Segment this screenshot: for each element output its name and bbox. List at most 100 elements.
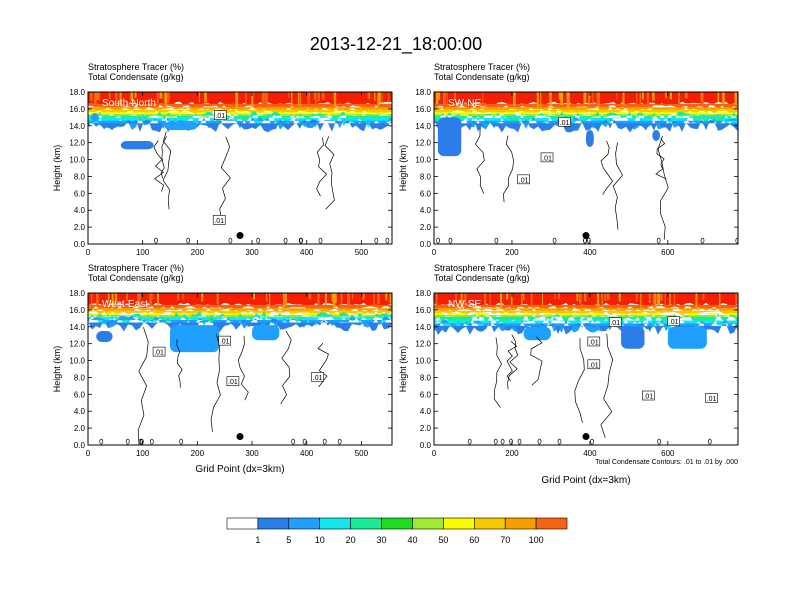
svg-text:.01: .01 xyxy=(669,319,679,326)
subtitle-tracer: Stratosphere Tracer (%) xyxy=(434,62,530,72)
svg-text:.01: .01 xyxy=(610,320,620,327)
y-tick-label: 8.0 xyxy=(420,373,432,382)
cloud-region xyxy=(120,140,154,150)
colorbar-swatch xyxy=(288,517,320,530)
y-tick-label: 8.0 xyxy=(420,172,432,181)
y-axis-label: Height (km) xyxy=(398,145,408,192)
y-axis-label: Height (km) xyxy=(52,145,62,192)
tracer-field: .01 .01 xyxy=(88,92,392,244)
x-tick-label: 400 xyxy=(583,248,597,257)
colorbar-label: 5 xyxy=(286,535,291,545)
tracer-field: .01 .01 .01 xyxy=(434,92,738,244)
cloud-region xyxy=(96,331,113,342)
x-axis-label: Grid Point (dx=3km) xyxy=(195,464,284,475)
y-tick-label: 6.0 xyxy=(420,390,432,399)
cloud-region xyxy=(586,130,594,147)
panel-direction-label: West-East xyxy=(102,299,148,310)
contour-note: Total Condensate Contours: .01 to .01 by… xyxy=(595,459,738,466)
y-tick-label: 4.0 xyxy=(420,407,432,416)
x-tick-label: 200 xyxy=(191,449,205,458)
colorbar-swatch xyxy=(226,517,259,530)
cloud-region xyxy=(437,117,462,157)
y-tick-label: 6.0 xyxy=(420,189,432,198)
colorbar-label: 1 xyxy=(255,535,260,545)
colorbar-label: 40 xyxy=(407,535,417,545)
y-tick-label: 2.0 xyxy=(420,223,432,232)
contour-label: .01 xyxy=(218,335,231,346)
y-tick-label: 12.0 xyxy=(415,139,431,148)
panel-sw-ne: Stratosphere Tracer (%)Total Condensate … xyxy=(398,62,739,257)
svg-text:.01: .01 xyxy=(313,375,323,382)
y-tick-label: 12.0 xyxy=(415,340,431,349)
contour-label: .01 xyxy=(705,393,718,403)
y-tick-label: 10.0 xyxy=(415,156,431,165)
svg-text:.01: .01 xyxy=(707,396,717,403)
cloud-region xyxy=(523,326,551,341)
y-tick-label: 12.0 xyxy=(69,340,85,349)
contour-label: .01 xyxy=(558,117,571,127)
y-tick-label: 14.0 xyxy=(415,122,431,131)
colorbar-label: 30 xyxy=(376,535,386,545)
y-tick-label: 10.0 xyxy=(69,156,85,165)
x-tick-label: 200 xyxy=(505,449,519,458)
panel-nw-se: Stratosphere Tracer (%)Total Condensate … xyxy=(398,263,739,486)
svg-text:.01: .01 xyxy=(560,120,570,127)
y-tick-label: 2.0 xyxy=(74,223,86,232)
y-tick-label: 16.0 xyxy=(69,306,85,315)
contour-label: .01 xyxy=(540,152,554,162)
svg-text:.01: .01 xyxy=(215,113,225,120)
panel-direction-label: South-North xyxy=(102,98,156,109)
colorbar-swatch xyxy=(473,517,506,530)
y-axis-label: Height (km) xyxy=(52,346,62,393)
location-marker xyxy=(582,232,590,240)
y-tick-label: 6.0 xyxy=(74,189,86,198)
x-axis-label: Grid Point (dx=3km) xyxy=(541,475,630,486)
x-tick-label: 300 xyxy=(245,248,259,257)
y-tick-label: 4.0 xyxy=(420,206,432,215)
y-tick-label: 6.0 xyxy=(74,390,86,399)
subtitle-tracer: Stratosphere Tracer (%) xyxy=(434,263,530,273)
y-tick-label: 14.0 xyxy=(69,323,85,332)
panels: Stratosphere Tracer (%)Total Condensate … xyxy=(52,62,739,486)
subtitle-tracer: Stratosphere Tracer (%) xyxy=(88,62,184,72)
x-tick-label: 200 xyxy=(191,248,205,257)
contour-label: .01 xyxy=(311,372,324,382)
subtitle-condensate: Total Condensate (g/kg) xyxy=(88,72,184,82)
subtitle-condensate: Total Condensate (g/kg) xyxy=(88,273,184,283)
colorbar-swatch xyxy=(412,517,444,530)
x-tick-label: 400 xyxy=(300,449,314,458)
svg-text:.01: .01 xyxy=(228,379,238,386)
x-tick-label: 600 xyxy=(661,449,675,458)
contour-label: .01 xyxy=(212,215,226,225)
colorbar-swatch xyxy=(257,517,290,530)
y-tick-label: 16.0 xyxy=(415,306,431,315)
condensate-contours xyxy=(99,327,342,445)
y-tick-label: 0.0 xyxy=(74,441,86,450)
cloud-region xyxy=(252,325,280,341)
panel-south-north: Stratosphere Tracer (%)Total Condensate … xyxy=(52,62,393,257)
y-tick-label: 18.0 xyxy=(415,88,431,97)
panel-west-east: Stratosphere Tracer (%)Total Condensate … xyxy=(52,263,393,475)
colorbar-swatch xyxy=(319,517,351,530)
subtitle-condensate: Total Condensate (g/kg) xyxy=(434,273,530,283)
colorbar-label: 20 xyxy=(346,535,356,545)
colorbar-label: 10 xyxy=(315,535,325,545)
cloud-region xyxy=(164,121,198,130)
y-tick-label: 10.0 xyxy=(69,357,85,366)
contour-label: .01 xyxy=(642,390,655,401)
tracer-field: .01 .01 .01 .01 xyxy=(88,293,392,445)
x-tick-label: 200 xyxy=(505,248,519,257)
x-tick-label: 300 xyxy=(245,449,259,458)
location-marker xyxy=(236,433,244,441)
colorbar-swatch xyxy=(504,517,537,530)
y-tick-label: 0.0 xyxy=(74,240,86,249)
y-tick-label: 2.0 xyxy=(420,424,432,433)
y-tick-label: 4.0 xyxy=(74,206,86,215)
panel-direction-label: NW-SE xyxy=(448,299,481,310)
x-tick-label: 500 xyxy=(355,248,369,257)
subtitle-condensate: Total Condensate (g/kg) xyxy=(434,72,530,82)
plot-frame xyxy=(433,91,739,245)
condensate-contours xyxy=(436,127,738,244)
plot-frame xyxy=(433,292,739,446)
